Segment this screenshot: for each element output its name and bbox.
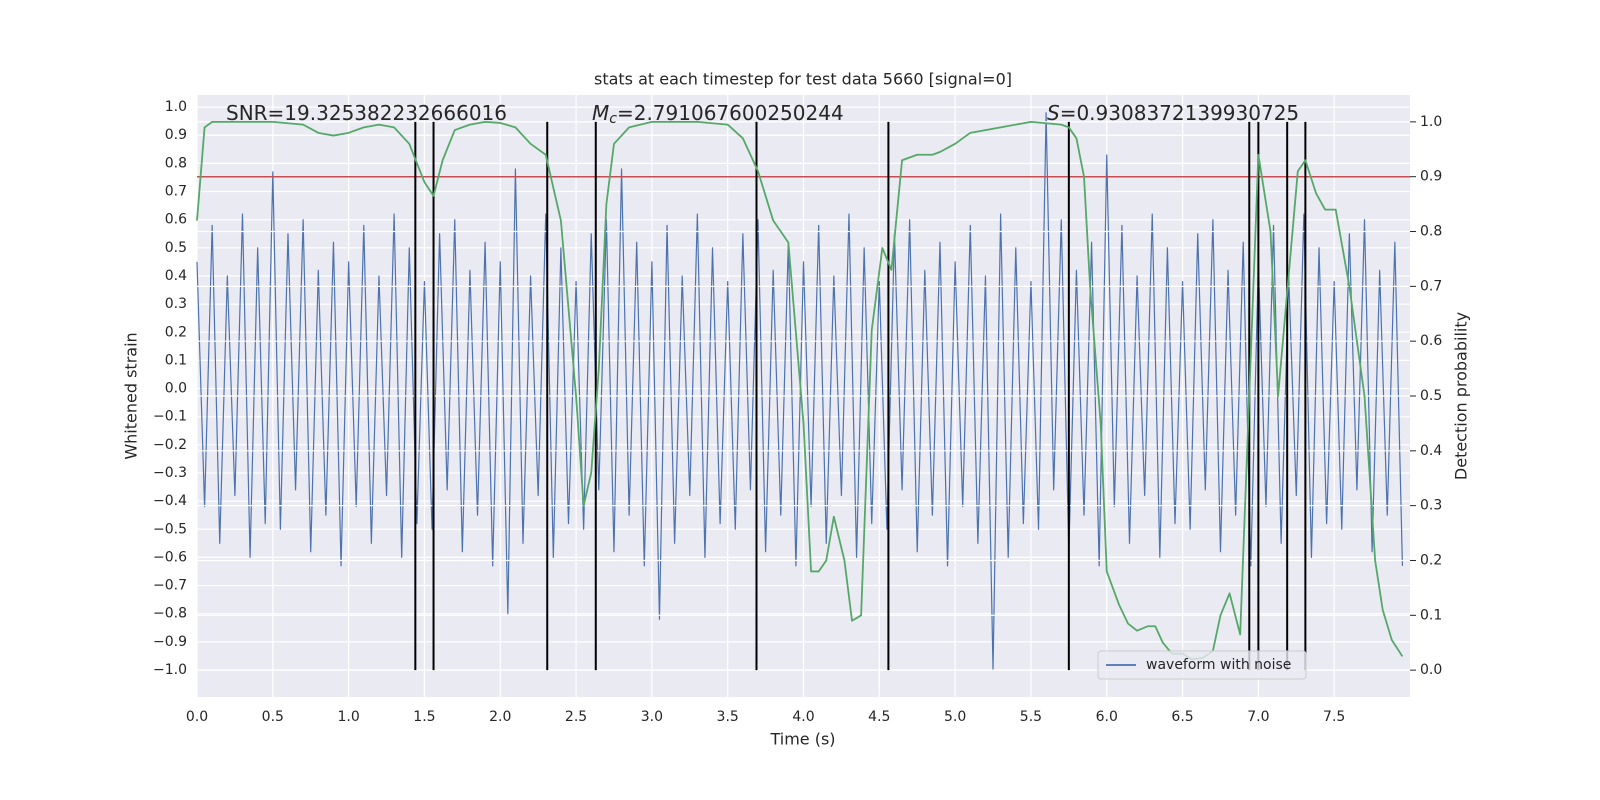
x-tick-label: 4.0 [792,709,814,725]
y2-axis-label: Detection probability [1452,312,1471,480]
x-tick-label: 4.5 [868,709,890,725]
y2-tick-label: 0.0 [1420,662,1442,678]
y2-tick-label: 0.8 [1420,224,1442,240]
chart-title: stats at each timestep for test data 566… [594,70,1012,89]
x-axis-label: Time (s) [769,730,835,749]
y2-tick-label: 0.6 [1420,333,1442,349]
y-tick-label: 1.0 [165,99,187,115]
y-tick-label: −0.2 [153,437,187,453]
x-tick-label: 7.0 [1247,709,1269,725]
y2-tick-label: 0.9 [1420,169,1442,185]
y2-tick-label: 1.0 [1420,114,1442,130]
y2-tick-label: 0.1 [1420,607,1442,623]
x-tick-label: 5.5 [1020,709,1042,725]
y2-tick-label: 0.7 [1420,278,1442,294]
annotation-text: =2.791067600250244 [617,101,844,125]
y-tick-label: 0.1 [165,352,187,368]
y-tick-label: −0.7 [153,578,187,594]
y-axis-label: Whitened strain [122,332,141,459]
x-tick-label: 3.0 [641,709,663,725]
y-tick-label: 0.3 [165,296,187,312]
x-tick-label: 2.5 [565,709,587,725]
y-tick-label: 0.5 [165,240,187,256]
x-tick-label: 0.5 [262,709,284,725]
y-tick-label: 0.2 [165,324,187,340]
y-tick-label: −0.9 [153,634,187,650]
x-tick-label: 2.0 [489,709,511,725]
series-line [196,112,1404,671]
legend-box [1097,650,1307,680]
y-tick-label: −0.4 [153,493,187,509]
y-tick-label: −0.3 [153,465,187,481]
x-tick-label: 7.5 [1323,709,1345,725]
y-tick-label: −0.8 [153,606,187,622]
y-tick-label: −0.6 [153,549,187,565]
y-tick-label: 0.7 [165,184,187,200]
y-tick-label: −0.5 [153,521,187,537]
y-tick-label: 0.4 [165,268,187,284]
annotation-symbol: S [1047,101,1060,125]
y-tick-label: −0.1 [153,409,187,425]
annotation: Mc=2.791067600250244 [592,101,844,128]
y2-tick-label: 0.3 [1420,498,1442,514]
x-tick-label: 0.0 [186,709,208,725]
y2-tick-label: 0.4 [1420,443,1442,459]
annotation-text: =0.9308372139930725 [1060,101,1299,125]
x-tick-label: 1.0 [337,709,359,725]
y-tick-label: 0.9 [165,127,187,143]
x-tick-label: 6.5 [1171,709,1193,725]
x-tick-label: 6.0 [1096,709,1118,725]
annotation-symbol: M [592,101,609,125]
y-tick-label: 0.6 [165,212,187,228]
y-tick-label: −1.0 [153,662,187,678]
x-tick-label: 1.5 [413,709,435,725]
y2-tick-label: 0.2 [1420,552,1442,568]
x-tick-label: 3.5 [717,709,739,725]
y-tick-label: 0.0 [165,381,187,397]
annotation: S=0.9308372139930725 [1047,101,1299,125]
annotation-subscript: c [609,111,617,127]
annotation-text: SNR=19.325382232666016 [226,101,507,125]
annotation: SNR=19.325382232666016 [226,101,507,125]
y-tick-label: 0.8 [165,155,187,171]
series-line [196,120,1404,661]
x-tick-label: 5.0 [944,709,966,725]
legend-label: waveform with noise [1146,657,1291,673]
y2-tick-label: 0.5 [1420,388,1442,404]
